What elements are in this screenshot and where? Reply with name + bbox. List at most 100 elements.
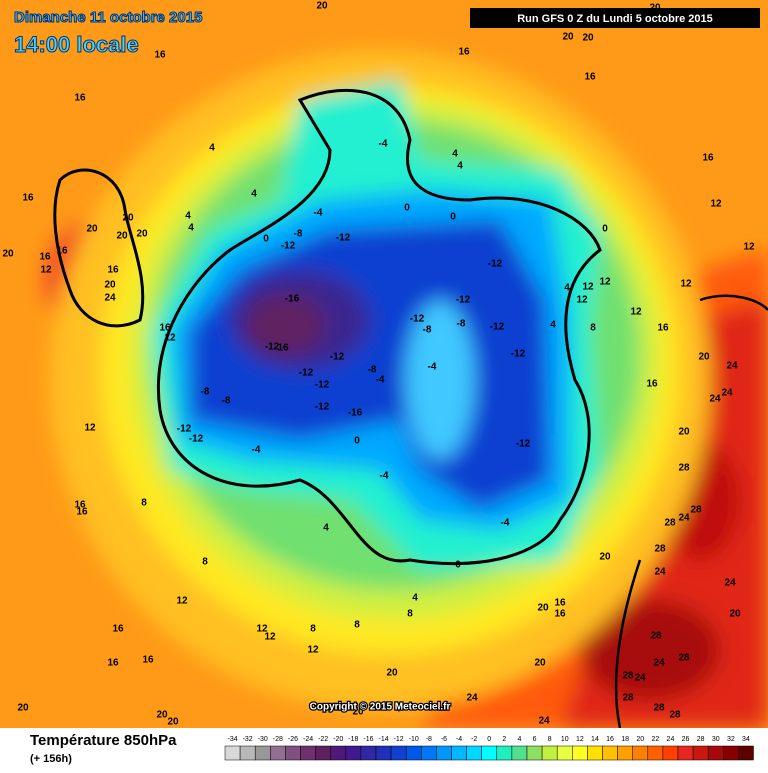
isotherm-label: 0 — [455, 560, 461, 571]
isotherm-label: -12 — [281, 241, 296, 252]
isotherm-label: 0 — [354, 436, 360, 447]
scale-swatch — [224, 745, 241, 761]
scale-label: 26 — [682, 736, 690, 743]
scale-swatch — [602, 745, 618, 761]
isotherm-label: 16 — [107, 265, 119, 276]
isotherm-label: 16 — [107, 658, 119, 669]
isotherm-label: 12 — [743, 242, 755, 253]
isotherm-label: 0 — [450, 212, 456, 223]
isotherm-label: -12 — [456, 295, 471, 306]
isotherm-label: 24 — [104, 293, 116, 304]
isotherm-label: 24 — [726, 361, 738, 372]
scale-label: -8 — [426, 736, 432, 743]
isotherm-label: 16 — [159, 323, 171, 334]
isotherm-label: -16 — [348, 408, 363, 419]
isotherm-label: 16 — [458, 47, 470, 58]
scale-label: -16 — [363, 736, 373, 743]
isotherm-label: -8 — [294, 229, 303, 240]
scale-swatch — [692, 745, 709, 761]
isotherm-label: 8 — [141, 498, 147, 509]
scale-swatch — [587, 745, 603, 761]
scale-swatch — [662, 745, 679, 761]
footer-title: Température 850hPa — [30, 732, 177, 749]
copyright: Copyright © 2015 Meteociel.fr — [310, 702, 451, 713]
isotherm-label: 8 — [202, 557, 208, 568]
scale-label: -30 — [258, 736, 268, 743]
isotherm-label: 8 — [407, 609, 413, 620]
isotherm-label: -16 — [285, 294, 300, 305]
isotherm-label: 20 — [729, 609, 741, 620]
run-info: Run GFS 0 Z du Lundi 5 octobre 2015 — [517, 13, 713, 25]
isotherm-label: 8 — [590, 323, 596, 334]
isotherm-label: 16 — [584, 72, 596, 83]
scale-label: -4 — [456, 736, 462, 743]
time: 14:00 locale — [14, 32, 139, 57]
isotherm-label: 16 — [76, 507, 88, 518]
isotherm-label: 4 — [209, 143, 215, 154]
isotherm-label: 28 — [654, 544, 666, 555]
scale-swatch — [466, 745, 482, 761]
isotherm-label: 16 — [554, 598, 566, 609]
scale-swatch — [556, 745, 573, 761]
isotherm-label: 28 — [669, 710, 681, 721]
isotherm-label: -8 — [423, 325, 432, 336]
isotherm-label: 4 — [550, 320, 556, 331]
scale-label: -24 — [303, 736, 313, 743]
scale-swatch — [285, 745, 301, 761]
isotherm-label: 20 — [537, 603, 549, 614]
isotherm-label: 8 — [310, 624, 316, 635]
scale-swatch — [511, 745, 528, 761]
scale-label: 34 — [742, 736, 750, 743]
isotherm-label: 20 — [534, 658, 546, 669]
isotherm-label: 16 — [112, 624, 124, 635]
isotherm-label: -12 — [330, 352, 345, 363]
scale-label: -34 — [227, 736, 237, 743]
scale-label: 10 — [561, 736, 569, 743]
scale-swatch — [300, 745, 316, 761]
isotherm-label: 16 — [277, 343, 289, 354]
isotherm-label: 12 — [710, 199, 722, 210]
isotherm-label: -12 — [488, 259, 503, 270]
scale-label: -20 — [333, 736, 343, 743]
isotherm-label: -4 — [379, 139, 388, 150]
isotherm-label: -8 — [457, 319, 466, 330]
isotherm-label: 4 — [251, 189, 257, 200]
isotherm-label: 20 — [352, 707, 364, 718]
isotherm-label: 16 — [74, 500, 86, 511]
isotherm-label: 16 — [22, 193, 34, 204]
scale-label: 16 — [606, 736, 614, 743]
scale-swatch — [239, 745, 256, 761]
scale-swatch — [330, 745, 347, 761]
isotherm-label: 16 — [74, 93, 86, 104]
isotherm-label: 24 — [721, 388, 733, 399]
isotherm-label: 12 — [630, 307, 642, 318]
scale-label: -18 — [348, 736, 358, 743]
isotherm-label: 20 — [116, 231, 128, 242]
isotherm-label: -8 — [368, 365, 377, 376]
isotherm-label: 20 — [386, 668, 398, 679]
scale-swatch — [451, 745, 467, 761]
date: Dimanche 11 octobre 2015 — [14, 9, 202, 26]
scale-swatch — [677, 745, 694, 761]
isotherm-label: 28 — [678, 653, 690, 664]
isotherm-label: 12 — [164, 333, 176, 344]
isotherm-label: -12 — [490, 322, 505, 333]
isotherm-label: 28 — [690, 505, 702, 516]
isotherm-label: -12 — [189, 434, 204, 445]
isotherm-label: 4 — [188, 223, 194, 234]
isotherm-label: -4 — [501, 518, 510, 529]
scale-swatch — [270, 745, 286, 761]
isotherm-label: 20 — [562, 32, 574, 43]
isotherm-label: 0 — [404, 203, 410, 214]
isotherm-label: 20 — [122, 213, 134, 224]
isotherm-label: -4 — [376, 375, 385, 386]
scale-swatch — [526, 745, 543, 761]
scale-swatch — [345, 745, 362, 761]
isotherm-label: 24 — [654, 567, 666, 578]
isotherm-label: 28 — [622, 671, 634, 682]
isotherm-label: -12 — [177, 424, 192, 435]
footer-lead: (+ 156h) — [30, 753, 72, 765]
